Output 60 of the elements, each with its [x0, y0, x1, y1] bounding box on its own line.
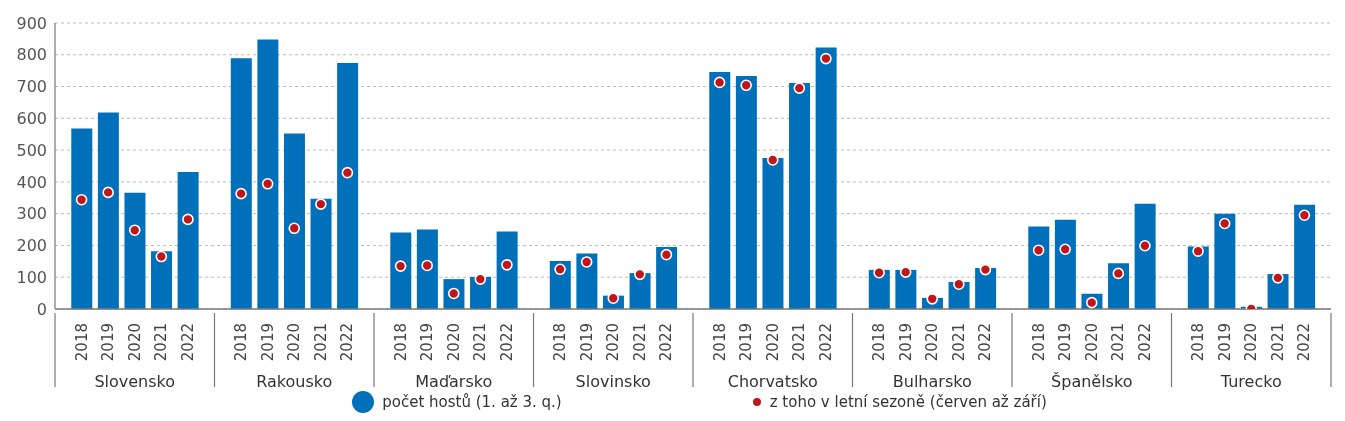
- x-tick-label: 2020: [763, 323, 782, 362]
- x-tick-label: 2018: [1029, 323, 1048, 362]
- x-tick-label: 2018: [710, 323, 729, 362]
- x-tick-label: 2018: [391, 323, 410, 362]
- x-tick-label: 2020: [285, 323, 304, 362]
- y-tick-label: 600: [16, 109, 47, 129]
- x-tick-label: 2022: [816, 323, 835, 362]
- x-tick-label: 2022: [1135, 323, 1154, 362]
- x-tick-label: 2019: [258, 323, 277, 362]
- x-tick-label: 2020: [1082, 323, 1101, 362]
- x-tick-label: 2019: [418, 323, 437, 362]
- x-tick-label: 2021: [790, 323, 809, 362]
- text: Maďarsko: [415, 372, 493, 391]
- y-tick-label: 500: [16, 140, 47, 160]
- x-tick-label: 2019: [737, 323, 756, 362]
- text: Slovinsko: [575, 372, 651, 391]
- x-tick-label: 2018: [870, 323, 889, 362]
- text: Rakousko: [256, 372, 333, 391]
- x-tick-label: 2018: [1189, 323, 1208, 362]
- x-tick-label: 2020: [604, 323, 623, 362]
- x-tick-label: 2021: [1109, 323, 1128, 362]
- x-tick-label: 2021: [630, 323, 649, 362]
- text: Španělsko: [1051, 372, 1133, 391]
- x-tick-label: 2019: [577, 323, 596, 362]
- x-tick-label: 2022: [178, 323, 197, 362]
- y-tick-label: 800: [16, 45, 47, 65]
- x-tick-label: 2022: [976, 323, 995, 362]
- text: Bulharsko: [892, 372, 972, 391]
- text: Chorvatsko: [727, 372, 818, 391]
- x-tick-label: 2021: [311, 323, 330, 362]
- text: Slovensko: [94, 372, 176, 391]
- y-tick-label: 900: [16, 13, 47, 33]
- x-tick-label: 2022: [497, 323, 516, 362]
- x-tick-label: 2020: [923, 323, 942, 362]
- x-tick-label: 2020: [125, 323, 144, 362]
- x-tick-label: 2018: [232, 323, 251, 362]
- x-tick-label: 2019: [1215, 323, 1234, 362]
- x-tick-label: 2019: [99, 323, 118, 362]
- legend-label: počet hostů (1. až 3. q.): [382, 393, 562, 411]
- x-tick-label: 2020: [1242, 323, 1261, 362]
- y-tick-label: 200: [16, 236, 47, 256]
- y-tick-label: 700: [16, 77, 47, 97]
- y-tick-label: 100: [16, 267, 47, 287]
- x-tick-label: 2020: [444, 323, 463, 362]
- x-tick-label: 2022: [338, 323, 357, 362]
- x-tick-label: 2021: [1268, 323, 1287, 362]
- x-tick-label: 2019: [896, 323, 915, 362]
- x-tick-label: 2018: [72, 323, 91, 362]
- x-tick-label: 2021: [949, 323, 968, 362]
- x-tick-label: 2021: [152, 323, 171, 362]
- text: Turecko: [1219, 372, 1282, 391]
- x-tick-label: 2022: [657, 323, 676, 362]
- legend-label: z toho v letní sezoně (červen až září): [769, 393, 1047, 411]
- x-tick-label: 2021: [471, 323, 490, 362]
- x-tick-label: 2018: [551, 323, 570, 362]
- x-tick-label: 2019: [1056, 323, 1075, 362]
- y-tick-label: 300: [16, 204, 47, 224]
- x-tick-label: 2022: [1295, 323, 1314, 362]
- y-tick-label: 400: [16, 172, 47, 192]
- y-tick-label: 0: [36, 299, 47, 319]
